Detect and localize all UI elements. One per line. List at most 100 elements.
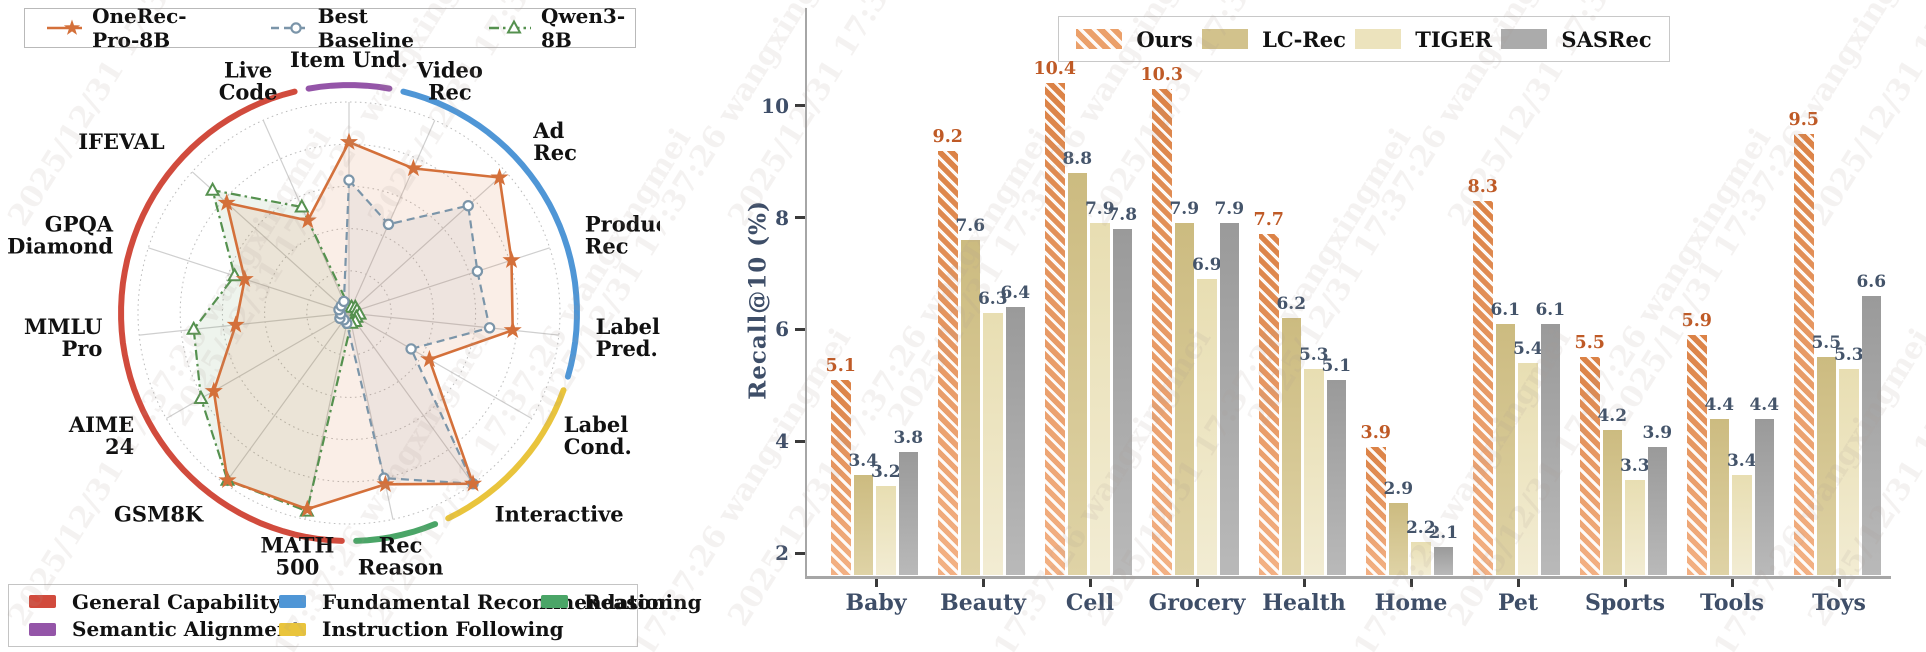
bar-value-label: 6.9 (1191, 255, 1222, 276)
bar-value-label: 6.1 (1535, 299, 1566, 320)
bar-ours (831, 379, 851, 575)
radar-series-fill (213, 142, 513, 510)
x-tick (1837, 579, 1841, 587)
bar-sasrec (1754, 418, 1774, 575)
bar-sasrec (1326, 379, 1346, 575)
star-marker (298, 210, 317, 229)
bar-sasrec (1112, 228, 1132, 575)
legend-label: SASRec (1561, 26, 1652, 52)
bar-lc-rec (1174, 223, 1194, 575)
x-tick (1516, 579, 1520, 587)
bar-ours (938, 150, 958, 575)
bar-sasrec (1647, 446, 1667, 575)
star-marker (420, 349, 439, 368)
bar-lc-rec (853, 474, 873, 575)
bar-value-label: 6.2 (1276, 294, 1307, 315)
legend-item: General Capability (29, 590, 281, 614)
x-axis-spine (804, 576, 1891, 579)
bar-value-label: 7.7 (1253, 210, 1284, 231)
bar-tiger (1732, 474, 1752, 575)
bar-ours (1794, 133, 1814, 575)
x-tick (981, 579, 985, 587)
legend-swatch (279, 622, 306, 636)
x-category-label: Grocery (1148, 590, 1246, 616)
star-marker (235, 269, 254, 287)
legend-swatch (29, 595, 56, 609)
star-marker (490, 167, 509, 186)
bar-tiger (1090, 223, 1110, 575)
legend-item: Reasoning (541, 590, 702, 614)
triangle-marker (186, 320, 202, 335)
legend-item: Fundamental Recommendation (279, 590, 673, 614)
category-arc (445, 387, 567, 522)
circle-marker (462, 199, 474, 212)
bar-value-label: 10.4 (1033, 59, 1077, 80)
star-marker (503, 320, 522, 338)
circle-marker (382, 218, 395, 230)
x-tick (1302, 579, 1306, 587)
bar-value-label: 2.2 (1405, 517, 1436, 538)
triangle-marker (204, 181, 221, 196)
x-category-label: Pet (1497, 590, 1539, 616)
bar-sasrec (898, 452, 918, 575)
radar-series-fill (339, 180, 490, 484)
bar-value-label: 2.1 (1428, 523, 1459, 544)
bar-sasrec (1540, 323, 1560, 575)
bar-sasrec (1433, 547, 1453, 575)
bar-sasrec (1219, 223, 1239, 575)
legend-label: Ours (1136, 26, 1193, 52)
bar-value-label: 2.9 (1383, 478, 1414, 499)
bar-lc-rec (1388, 502, 1408, 575)
circle-marker (343, 174, 355, 186)
bar-value-label: 7.6 (955, 215, 986, 236)
bar-value-label: 5.9 (1681, 310, 1712, 331)
bar-tiger (1411, 541, 1431, 575)
legend-item: Semantic Alignment (29, 617, 301, 641)
legend-item: LC-Rec (1202, 27, 1346, 52)
x-category-label: Tools (1700, 590, 1764, 616)
radar-series-legend: OneRec-Pro-8B Best Baseline Qwen3-8B (24, 4, 636, 52)
x-category-label: Cell (1065, 590, 1115, 616)
bar-value-label: 8.3 (1467, 176, 1498, 197)
bar-value-label: 5.3 (1298, 344, 1329, 365)
y-tick-label: 8 (775, 205, 789, 230)
bar-ours (1152, 89, 1172, 575)
bar-sasrec (1005, 307, 1025, 575)
x-category-label: Beauty (940, 590, 1026, 616)
circle-marker (471, 265, 484, 277)
radar-axis-label: MATH 500 (260, 533, 334, 580)
y-tick (794, 104, 805, 108)
x-category-label: Home (1374, 590, 1448, 616)
legend-swatch (29, 622, 56, 636)
legend-swatch (279, 595, 306, 609)
radar-category-legend: General Capability Fundamental Recommenda… (8, 584, 702, 647)
legend-label: Semantic Alignment (72, 617, 301, 642)
legend-swatch (1355, 29, 1402, 49)
circle-marker (483, 322, 496, 334)
bar-ours (1473, 200, 1493, 575)
circle-marker (338, 295, 350, 308)
legend-item: TIGER (1355, 27, 1492, 52)
radar-gridline-spoke (224, 312, 350, 485)
bar-value-label: 9.5 (1788, 109, 1819, 130)
legend-swatch (1501, 29, 1548, 49)
radar-axis-label: Label Cond. (564, 412, 632, 459)
star-marker (204, 381, 223, 399)
radar-axis-label: AIME 24 (68, 412, 134, 459)
radar-axis-label: Rec Reason (358, 533, 444, 580)
bar-lc-rec (1067, 172, 1087, 575)
bar-lc-rec (1602, 430, 1622, 575)
bar-value-label: 3.8 (893, 428, 924, 449)
x-tick (1623, 579, 1627, 587)
legend-label: TIGER (1415, 26, 1493, 52)
bar-value-label: 3.4 (848, 450, 879, 471)
legend-item: Ours (1076, 26, 1193, 52)
circle-line-icon (270, 22, 308, 34)
y-tick-label: 2 (775, 541, 789, 565)
bar-value-label: 5.4 (1512, 338, 1543, 359)
y-tick-label: 4 (775, 429, 789, 454)
bar-value-label: 7.8 (1107, 204, 1138, 225)
radar-axis-label: MMLU Pro (24, 314, 102, 361)
bar-tiger (1304, 368, 1324, 575)
